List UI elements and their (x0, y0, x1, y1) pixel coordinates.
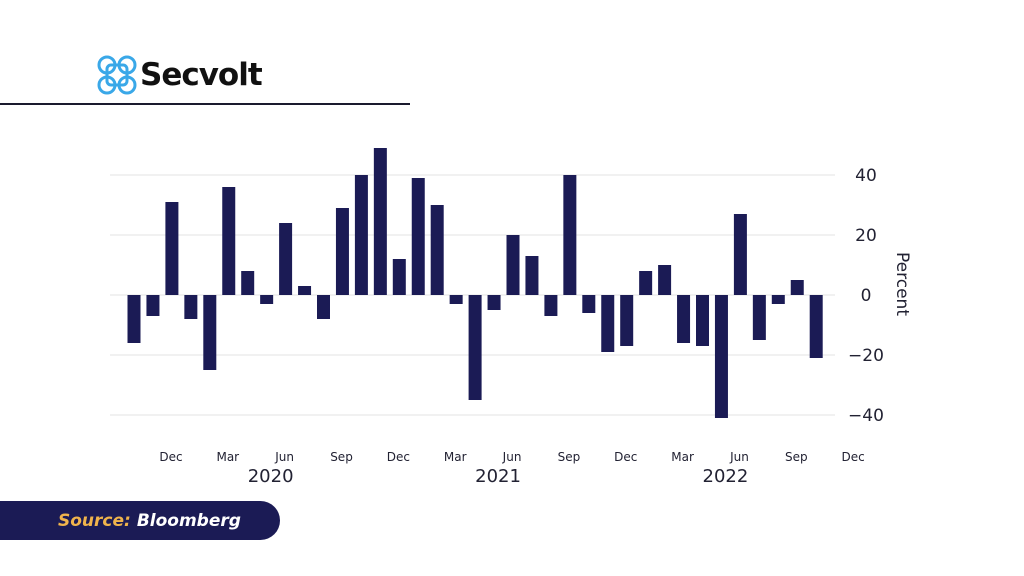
bar (430, 205, 444, 295)
bar (752, 295, 766, 340)
x-tick-month: Mar (671, 450, 694, 464)
bar (146, 295, 160, 316)
bar (714, 295, 728, 418)
bar (411, 178, 425, 295)
x-tick-month: Jun (502, 450, 522, 464)
header-divider (0, 103, 410, 105)
brand-name: Secvolt (140, 57, 263, 93)
x-tick-month: Mar (216, 450, 239, 464)
bar (165, 202, 179, 295)
bar (506, 235, 520, 295)
bar (620, 295, 634, 346)
bar (677, 295, 691, 343)
bar (260, 295, 274, 304)
y-tick-label: −40 (848, 406, 884, 426)
bar (335, 208, 349, 295)
y-tick-label: 0 (861, 286, 872, 306)
x-tick-month: Sep (330, 450, 353, 464)
x-tick-year: 2021 (475, 466, 521, 487)
y-axis-ticks: 40 20 0 −20 −40 (848, 166, 884, 426)
bar (658, 265, 672, 295)
bar (790, 280, 804, 295)
bar (696, 295, 709, 346)
source-value: Bloomberg (136, 510, 241, 531)
x-tick-month: Jun (729, 450, 749, 464)
bar (373, 148, 387, 295)
source-label: Source: (58, 510, 131, 531)
bar (582, 295, 596, 313)
x-tick-month: Dec (159, 450, 182, 464)
bar (203, 295, 217, 370)
x-tick-month: Jun (274, 450, 294, 464)
bar (525, 256, 539, 295)
bar (809, 295, 823, 358)
y-axis-label: Percent (892, 252, 912, 316)
x-tick-month: Mar (444, 450, 467, 464)
x-tick-month: Sep (785, 450, 808, 464)
bar (279, 223, 293, 295)
x-tick-month: Dec (614, 450, 637, 464)
bar (487, 295, 501, 310)
bar (184, 295, 198, 319)
bar (241, 271, 255, 295)
x-tick-month: Dec (387, 450, 410, 464)
y-tick-label: −20 (848, 346, 884, 366)
bar (127, 295, 141, 343)
bar (544, 295, 558, 316)
x-axis-ticks: Dec Mar Jun Sep Dec Mar Jun Sep Dec Mar Jun Sep Dec 2… (159, 450, 864, 487)
bar (449, 295, 463, 304)
bar (563, 175, 577, 295)
bar (317, 295, 330, 319)
bar (639, 271, 653, 295)
bar (298, 286, 312, 295)
bar (468, 295, 482, 400)
x-tick-month: Sep (558, 450, 581, 464)
brand-logo: Secvolt (96, 54, 263, 96)
bar (771, 295, 785, 304)
bar (601, 295, 615, 352)
x-tick-year: 2020 (248, 466, 294, 487)
bar-chart: 40 20 0 −20 −40 Dec Mar Jun Sep Dec Mar Jun Sep Dec M… (110, 148, 912, 487)
bar (354, 175, 368, 295)
y-tick-label: 40 (855, 166, 877, 186)
x-tick-month: Dec (842, 450, 865, 464)
bar (222, 187, 236, 295)
source-badge: Source: Bloomberg (0, 501, 280, 540)
x-tick-year: 2022 (703, 466, 749, 487)
y-tick-label: 20 (855, 226, 877, 246)
bars (127, 148, 823, 418)
bar (733, 214, 747, 295)
bar (392, 259, 406, 295)
clover-knot-icon (97, 55, 137, 95)
